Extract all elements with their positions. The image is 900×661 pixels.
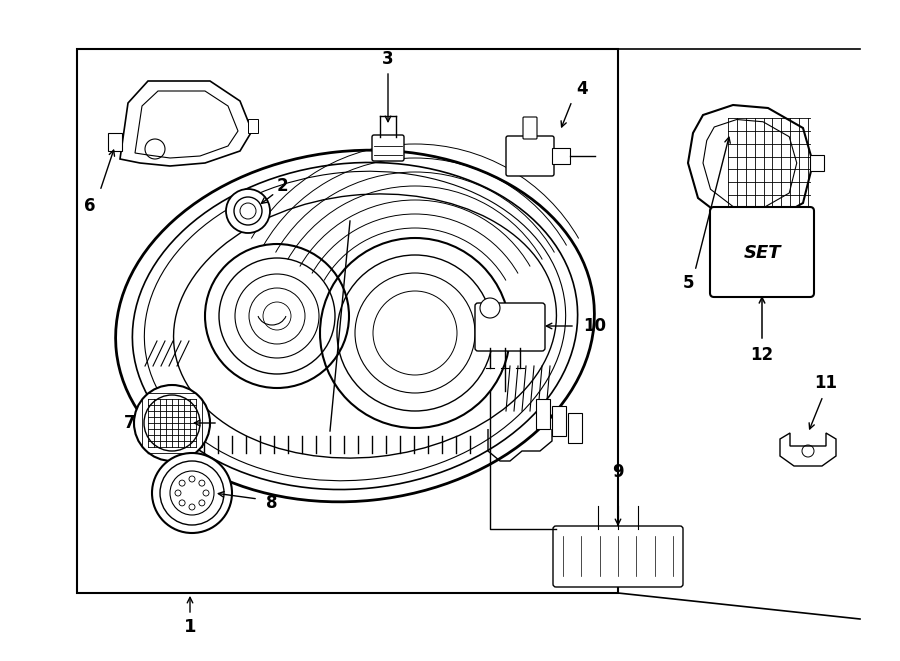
Bar [552,148,570,164]
Circle shape [189,504,195,510]
Text: 8: 8 [266,494,278,512]
Text: 4: 4 [576,80,588,98]
Circle shape [189,476,195,482]
Circle shape [226,189,270,233]
Text: 3: 3 [382,50,394,68]
Bar [568,413,582,443]
Bar [810,155,824,171]
FancyBboxPatch shape [710,207,814,297]
Circle shape [175,490,181,496]
Circle shape [160,461,224,525]
Text: 9: 9 [612,463,624,481]
Text: 1: 1 [184,618,196,636]
Circle shape [234,197,262,225]
Text: 6: 6 [85,197,95,215]
Circle shape [170,471,214,515]
Bar [108,133,122,151]
Circle shape [134,385,210,461]
FancyBboxPatch shape [553,526,683,587]
Text: 7: 7 [124,414,136,432]
Text: 10: 10 [583,317,607,335]
FancyBboxPatch shape [475,303,545,351]
Text: 11: 11 [814,374,838,392]
FancyBboxPatch shape [506,136,554,176]
Text: 5: 5 [682,274,694,292]
Circle shape [152,453,232,533]
Bar [77,49,618,593]
Text: SET: SET [743,244,781,262]
FancyBboxPatch shape [372,135,404,161]
Circle shape [203,490,209,496]
Circle shape [240,203,256,219]
Polygon shape [120,81,252,166]
Text: 2: 2 [276,177,288,195]
Circle shape [199,480,205,486]
FancyBboxPatch shape [523,117,537,139]
Circle shape [480,298,500,318]
Circle shape [179,480,185,486]
Circle shape [144,395,200,451]
Text: 12: 12 [751,346,774,364]
Polygon shape [688,105,813,223]
Circle shape [179,500,185,506]
Bar [552,406,566,436]
Polygon shape [780,433,836,466]
Bar [248,119,258,133]
Bar [536,399,550,429]
Circle shape [199,500,205,506]
